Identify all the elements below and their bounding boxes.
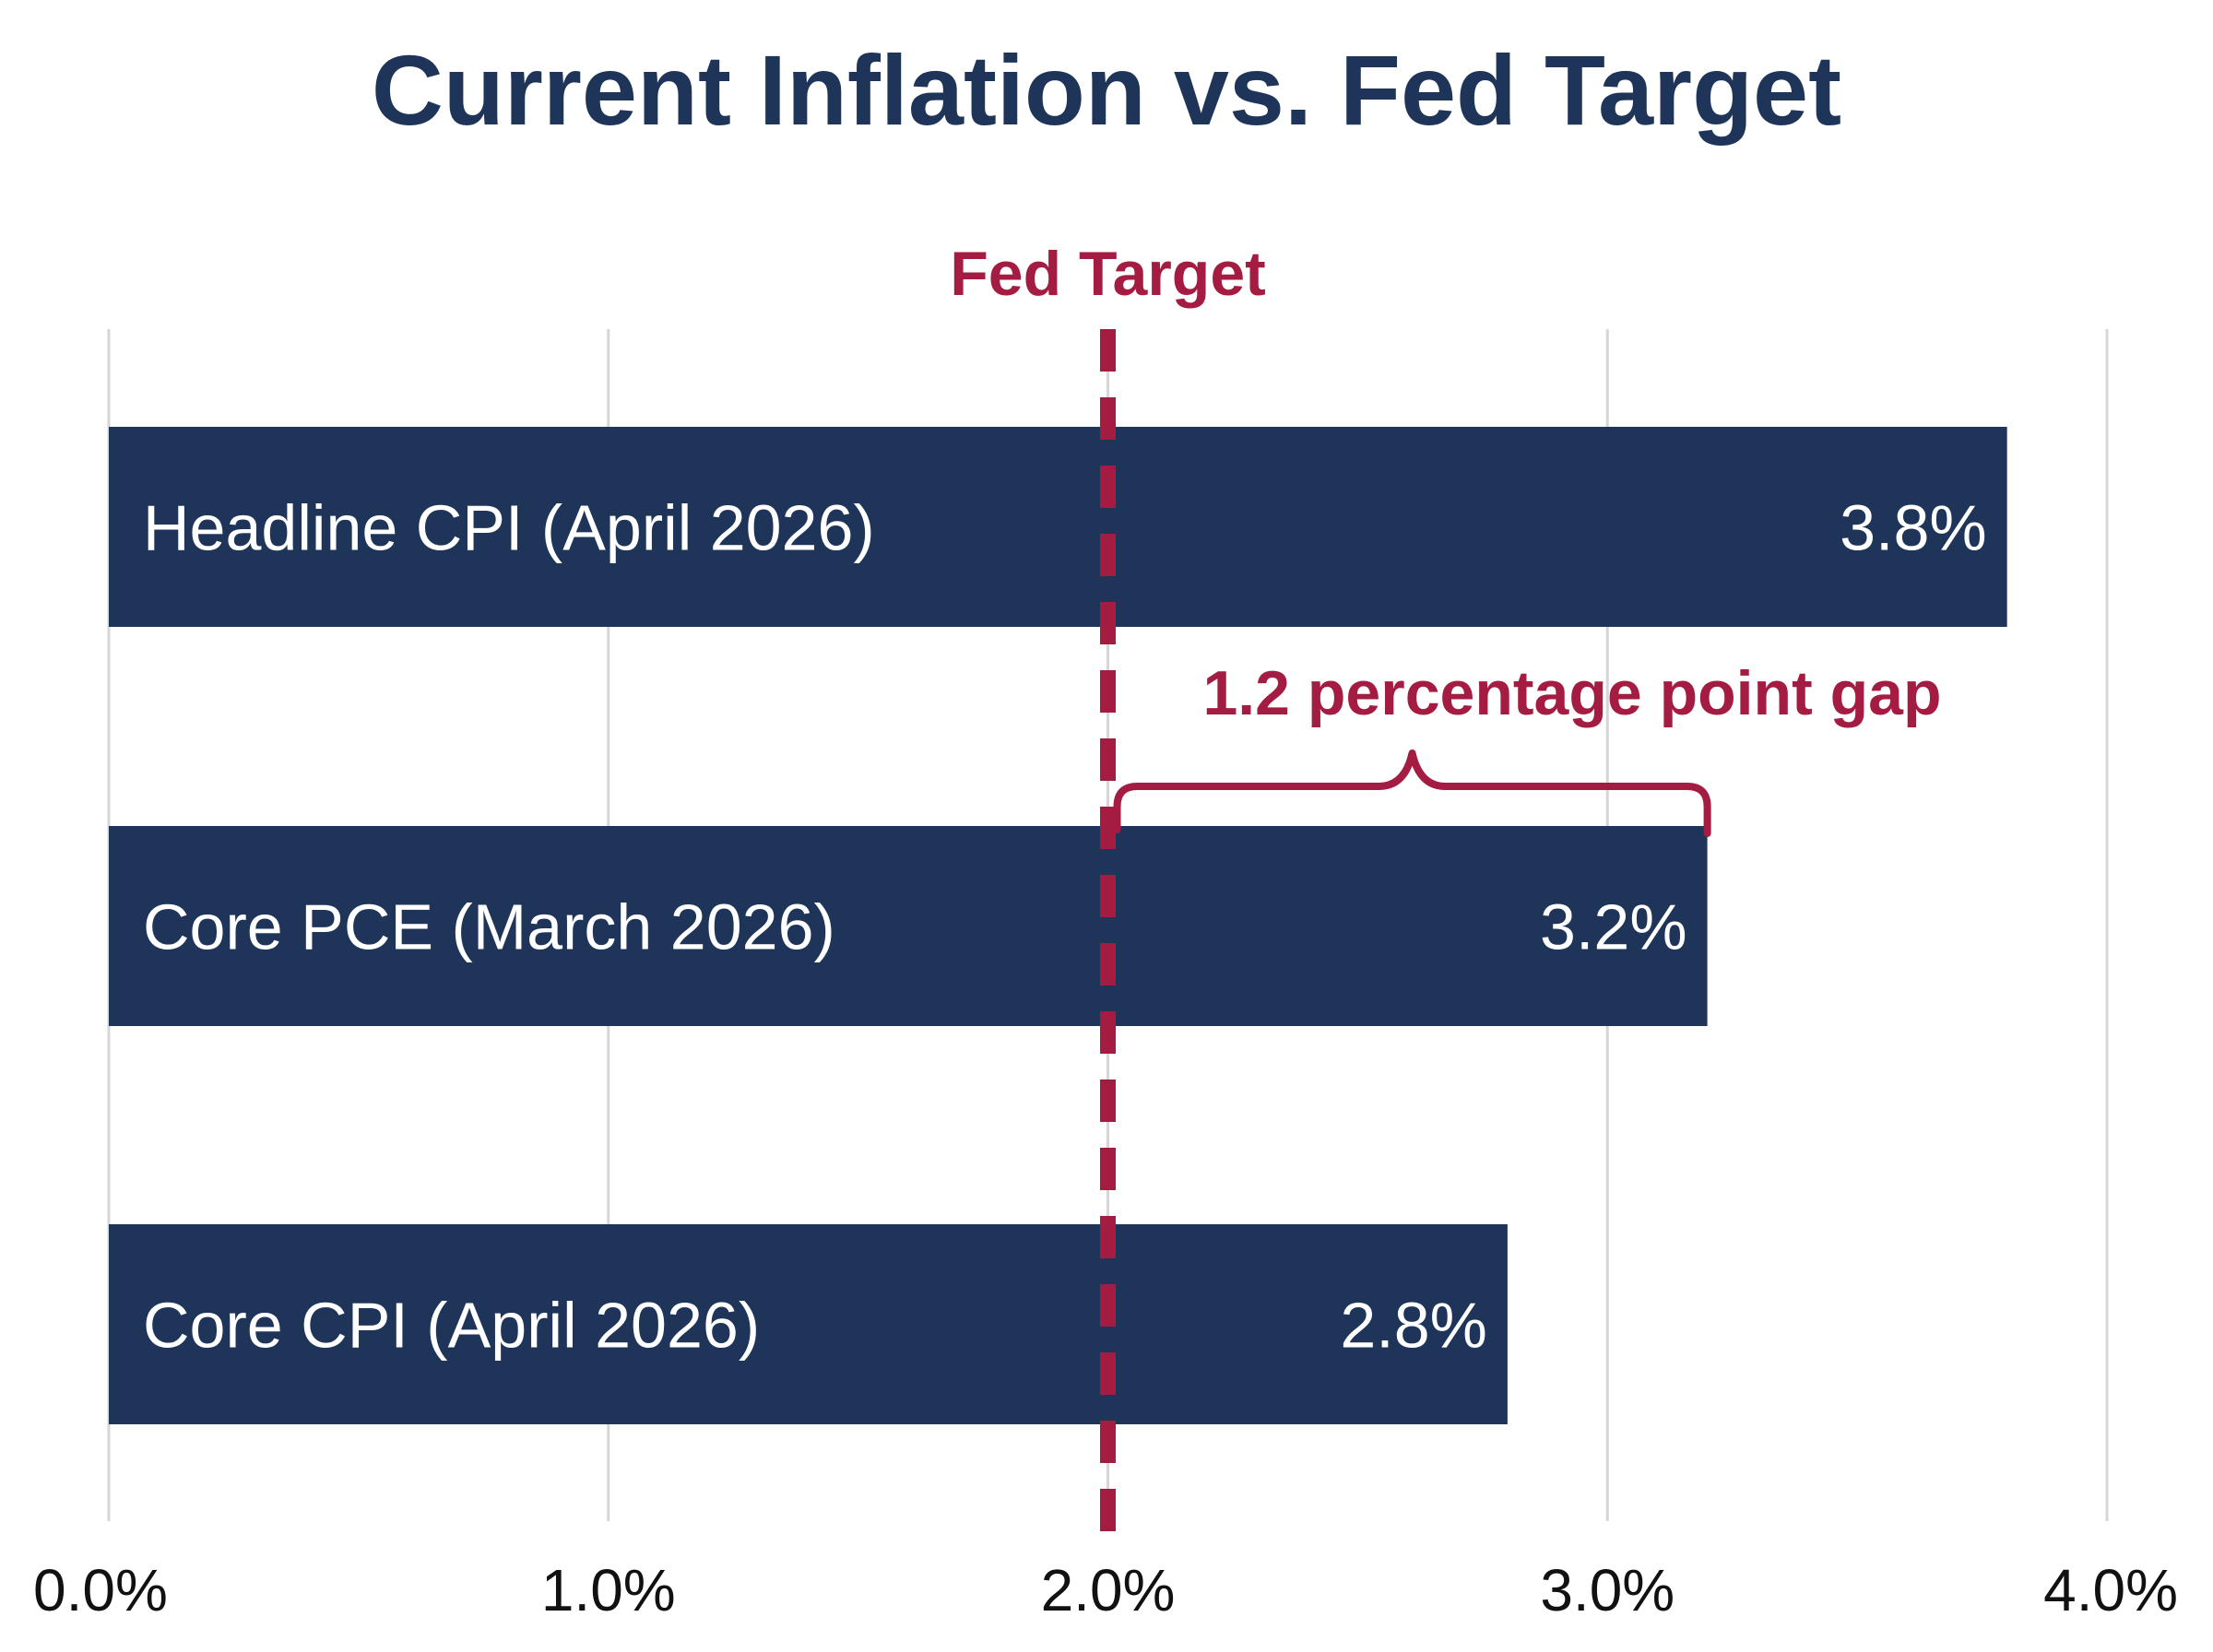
bar-value-label: 3.2% (1540, 891, 1687, 963)
x-tick-label: 2.0% (1041, 1557, 1176, 1623)
bar (109, 826, 1708, 1026)
gap-annotation: 1.2 percentage point gap (1113, 658, 1942, 837)
bar-category-label: Headline CPI (April 2026) (143, 492, 875, 564)
bar (109, 1224, 1508, 1424)
gap-annotation-label: 1.2 percentage point gap (1202, 658, 1941, 728)
x-tick-label: 0.0% (33, 1557, 168, 1623)
x-tick-label: 3.0% (1540, 1557, 1675, 1623)
bar-group: Core PCE (March 2026) 3.2% (109, 826, 1708, 1026)
bar (109, 427, 2007, 627)
bar-group: Core CPI (April 2026) 2.8% (109, 1224, 1508, 1424)
x-tick-label: 1.0% (541, 1557, 676, 1623)
bar-value-label: 2.8% (1340, 1290, 1487, 1362)
bars: Headline CPI (April 2026) 3.8% Core PCE (M… (109, 427, 2007, 1424)
bar-group: Headline CPI (April 2026) 3.8% (109, 427, 2007, 627)
bar-value-label: 3.8% (1840, 492, 1987, 564)
bar-category-label: Core CPI (April 2026) (143, 1290, 760, 1362)
bar-category-label: Core PCE (March 2026) (143, 891, 835, 963)
fed-target-label: Fed Target (950, 239, 1266, 309)
x-axis-ticks: 0.0% 1.0% 2.0% 3.0% 4.0% (33, 1557, 2178, 1623)
chart-title: Current Inflation vs. Fed Target (372, 34, 1841, 146)
fed-target-reference: Fed Target (950, 239, 1266, 1535)
x-tick-label: 4.0% (2043, 1557, 2178, 1623)
gap-bracket (1113, 749, 1711, 837)
